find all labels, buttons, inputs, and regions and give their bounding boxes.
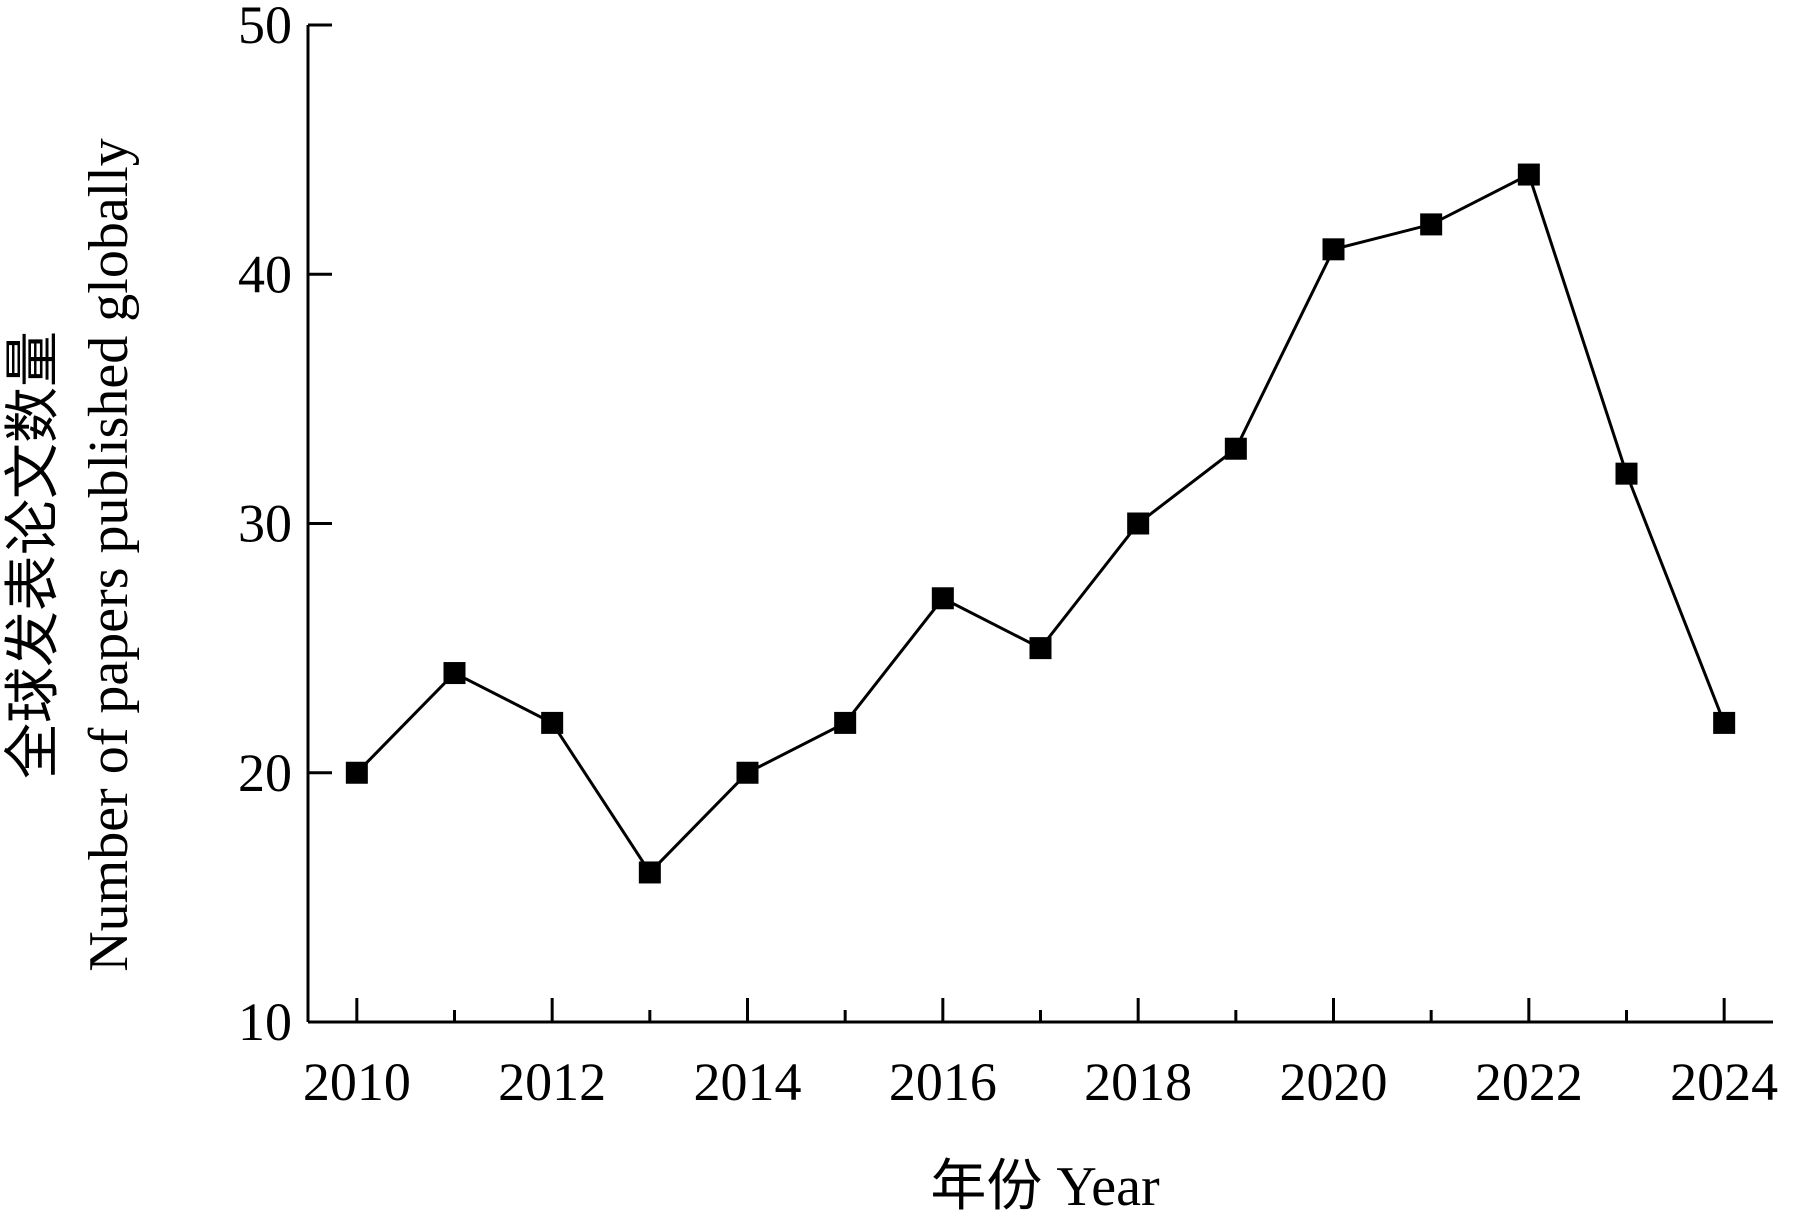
x-tick-label: 2016 bbox=[889, 1052, 997, 1112]
data-point bbox=[1713, 711, 1736, 734]
axes bbox=[306, 25, 1773, 1024]
data-point bbox=[1029, 637, 1052, 660]
data-point bbox=[1615, 462, 1638, 485]
data-point bbox=[931, 587, 954, 610]
data-point bbox=[443, 662, 466, 685]
data-point bbox=[541, 711, 564, 734]
y-tick-label: 30 bbox=[238, 494, 292, 554]
data-point bbox=[736, 761, 759, 784]
data-point bbox=[1517, 163, 1540, 186]
series-layer bbox=[345, 163, 1736, 884]
data-point bbox=[345, 761, 368, 784]
x-ticks: 2010 2012 2014 2016 2018 2020 2022 2024 bbox=[303, 998, 1778, 1112]
y-axis-title-chinese: 全球发表论文数量 bbox=[3, 331, 65, 779]
y-tick-label: 50 bbox=[238, 0, 292, 55]
x-tick-label: 2022 bbox=[1475, 1052, 1583, 1112]
x-tick-label: 2014 bbox=[694, 1052, 802, 1112]
series-line bbox=[355, 172, 1726, 875]
x-tick-label: 2024 bbox=[1670, 1052, 1778, 1112]
y-axis-title-english: Number of papers published globally bbox=[78, 138, 140, 972]
x-tick-label: 2018 bbox=[1084, 1052, 1192, 1112]
y-tick-label: 20 bbox=[238, 743, 292, 803]
data-point bbox=[638, 861, 661, 884]
data-point bbox=[1224, 437, 1247, 460]
x-tick-label: 2012 bbox=[498, 1052, 606, 1112]
data-point bbox=[1420, 213, 1443, 236]
data-point bbox=[1127, 512, 1150, 535]
x-tick-label: 2020 bbox=[1280, 1052, 1388, 1112]
x-tick-label: 2010 bbox=[303, 1052, 411, 1112]
y-tick-label: 40 bbox=[238, 244, 292, 304]
y-tick-label: 10 bbox=[238, 992, 292, 1052]
y-ticks: 10 20 30 40 50 bbox=[238, 0, 332, 1052]
x-axis-title: 年份 Year bbox=[930, 1156, 1160, 1218]
data-point bbox=[1322, 238, 1345, 261]
data-point bbox=[834, 711, 857, 734]
